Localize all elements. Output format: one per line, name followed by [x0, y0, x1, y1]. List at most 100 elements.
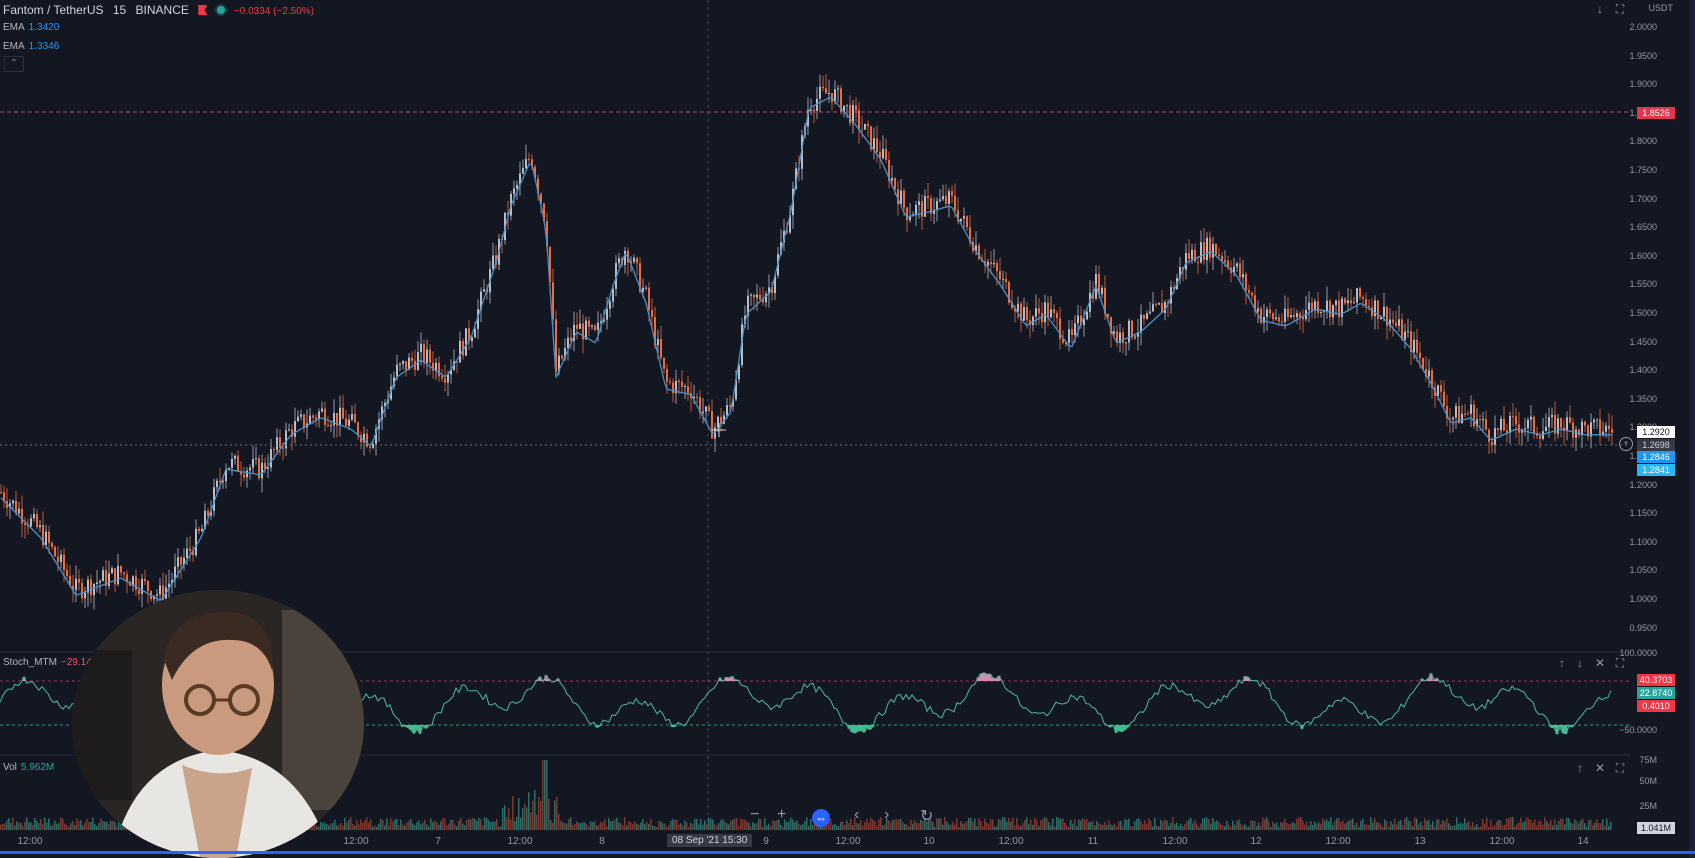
volume-bar — [1132, 826, 1134, 830]
volume-bar — [1138, 817, 1140, 830]
candle-body — [147, 581, 149, 592]
volume-bar — [1514, 826, 1516, 830]
volume-bar — [336, 825, 338, 830]
add-alert-icon[interactable]: + — [1619, 437, 1633, 451]
volume-bar — [1496, 821, 1498, 830]
volume-bar — [512, 796, 514, 830]
candle-body — [246, 470, 248, 478]
candle-body — [843, 105, 845, 113]
time-axis-label: 12:00 — [17, 836, 43, 847]
candle-body — [1077, 315, 1079, 324]
volume-bar — [1356, 822, 1358, 830]
volume-bar — [436, 822, 438, 830]
candle-body — [834, 89, 836, 102]
volume-bar — [1046, 818, 1048, 830]
volume-bar — [812, 825, 814, 830]
candle-body — [39, 524, 41, 528]
volume-bar — [1576, 821, 1578, 830]
volume-bar — [48, 818, 50, 830]
volume-bar — [1374, 817, 1376, 830]
volume-bar — [1350, 819, 1352, 830]
move-up-icon[interactable]: ↑ — [1577, 761, 1583, 775]
interval[interactable]: 15 — [112, 3, 127, 17]
move-up-icon[interactable]: ↑ — [1559, 656, 1565, 670]
volume-bar — [1340, 822, 1342, 830]
scroll-to-realtime-icon[interactable]: ⇔ — [812, 809, 830, 827]
zoom-out-button[interactable]: − — [750, 806, 760, 823]
volume-bar — [1530, 819, 1532, 830]
candle-body — [180, 557, 182, 566]
volume-bar — [458, 820, 460, 830]
volume-bar — [648, 823, 650, 830]
time-axis-label: 10 — [923, 836, 935, 847]
volume-bar — [1162, 821, 1164, 830]
volume-bar — [116, 826, 118, 830]
volume-bar — [592, 822, 594, 830]
volume-bar — [1534, 819, 1536, 830]
candle-body — [1161, 303, 1163, 314]
move-down-icon[interactable]: ↓ — [1577, 656, 1583, 670]
volume-bar — [746, 820, 748, 830]
cursor-crosshair — [712, 423, 726, 437]
volume-legend[interactable]: Vol 5.962M — [3, 762, 54, 773]
candle-body — [429, 349, 431, 363]
stoch-legend[interactable]: Stoch_MTM −29.1450 — [3, 657, 103, 668]
volume-bar — [1014, 825, 1016, 830]
candle-body — [816, 98, 818, 111]
ema-legend-1[interactable]: EMA 1.3420 — [3, 22, 59, 33]
volume-bar — [1434, 826, 1436, 830]
candle-body — [639, 263, 641, 292]
volume-bar — [1600, 823, 1602, 830]
candle-body — [765, 293, 767, 303]
volume-bar — [1260, 825, 1262, 830]
candle-body — [888, 159, 890, 181]
volume-bar — [656, 826, 658, 830]
close-pane-icon[interactable]: ✕ — [1594, 761, 1606, 775]
candle-body — [1380, 316, 1382, 320]
zoom-in-button[interactable]: + — [777, 806, 787, 823]
volume-bar — [1382, 826, 1384, 830]
volume-bar — [1146, 823, 1148, 830]
reset-chart-icon[interactable]: ↻ — [920, 808, 934, 825]
volume-bar — [1470, 826, 1472, 830]
close-pane-icon[interactable]: ✕ — [1594, 656, 1606, 670]
candle-body — [1449, 418, 1451, 420]
volume-bar — [1336, 818, 1338, 830]
candle-body — [1125, 342, 1127, 344]
volume-bar — [1478, 826, 1480, 830]
volume-bar — [1228, 824, 1230, 830]
volume-bar — [396, 819, 398, 830]
candle-body — [1284, 308, 1286, 322]
scroll-right-button[interactable]: › — [884, 806, 890, 823]
symbol-name[interactable]: Fantom / TetherUS — [3, 3, 104, 17]
volume-bar — [1450, 825, 1452, 830]
scroll-left-button[interactable]: ‹ — [854, 806, 860, 823]
volume-bar — [1186, 821, 1188, 830]
volume-bar — [670, 820, 672, 830]
candle-body — [1056, 312, 1058, 319]
volume-bar — [400, 819, 402, 830]
candle-body — [1548, 417, 1550, 427]
volume-bar — [58, 823, 60, 830]
volume-bar — [988, 824, 990, 830]
collapse-legend-button[interactable]: ⌃ — [4, 56, 24, 72]
volume-bar — [1030, 819, 1032, 830]
candle-body — [234, 455, 236, 459]
volume-bar — [870, 817, 872, 830]
candle-body — [960, 218, 962, 222]
volume-bar — [926, 821, 928, 830]
maximize-pane-icon[interactable]: ⛶ — [1615, 656, 1625, 670]
volume-bar — [1402, 825, 1404, 830]
volume-bar — [834, 823, 836, 830]
candle-body — [288, 429, 290, 431]
volume-bar — [924, 819, 926, 830]
candle-body — [591, 325, 593, 327]
candle-body — [297, 416, 299, 421]
maximize-icon[interactable]: ⛶ — [1615, 2, 1625, 16]
ema-legend-2[interactable]: EMA 1.3346 — [3, 41, 59, 52]
maximize-pane-icon[interactable]: ⛶ — [1615, 761, 1625, 775]
flag-icon[interactable] — [198, 5, 208, 15]
candle-body — [555, 319, 557, 372]
candle-body — [219, 480, 221, 482]
arrow-down-icon[interactable]: ↓ — [1597, 2, 1603, 16]
